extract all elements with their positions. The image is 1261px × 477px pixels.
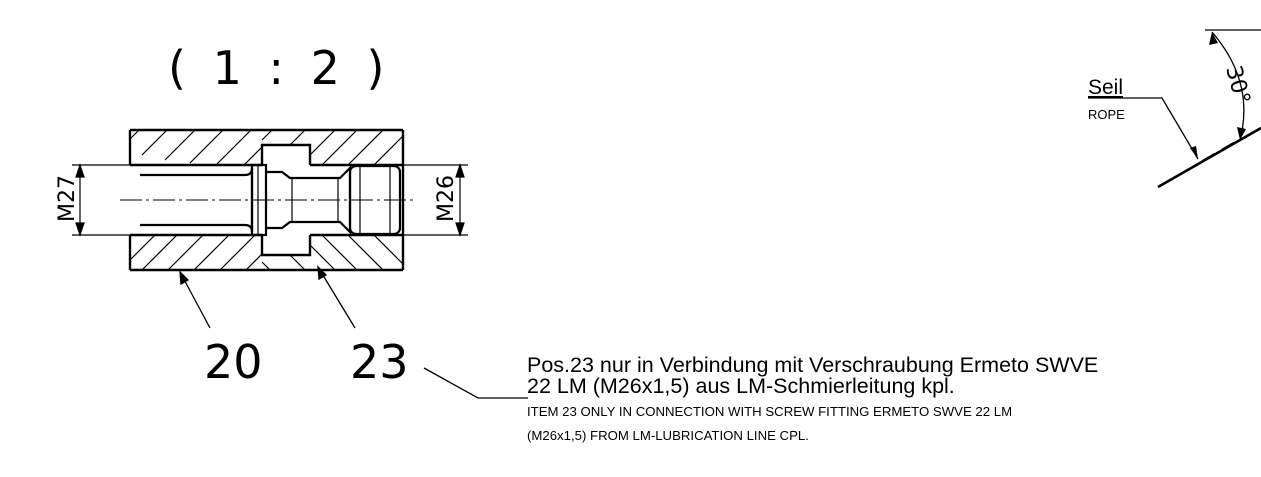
hatch-part-23 [261,129,404,271]
note-de-line2: 22 LM (M26x1,5) aus LM-Schmierleitung kp… [527,374,955,398]
dimension-m26 [403,163,468,237]
note-en-line2: (M26x1,5) FROM LM-LUBRICATION LINE CPL. [527,428,809,443]
note-de-line1: Pos.23 nur in Verbindung mit Verschraubu… [527,353,1098,377]
rope-label-de: Seil [1088,76,1123,99]
note-en-line1: ITEM 23 ONLY IN CONNECTION WITH SCREW FI… [527,404,1012,419]
leader-lines [179,265,528,399]
hatch-part-20 [129,129,263,271]
m27-thread-label: M27 [55,175,80,222]
rope-label-en: ROPE [1088,107,1125,122]
rope-detail [1088,29,1261,189]
section-view [72,128,468,272]
scale-label: ( 1 : 2 ) [168,41,390,95]
callout-23: 23 [350,335,409,389]
angle-arc [1211,31,1245,141]
rope-angle-label: 30° [1220,63,1254,107]
dimension-m27 [72,163,130,237]
m26-thread-label: M26 [434,175,459,222]
callout-20: 20 [204,335,263,389]
